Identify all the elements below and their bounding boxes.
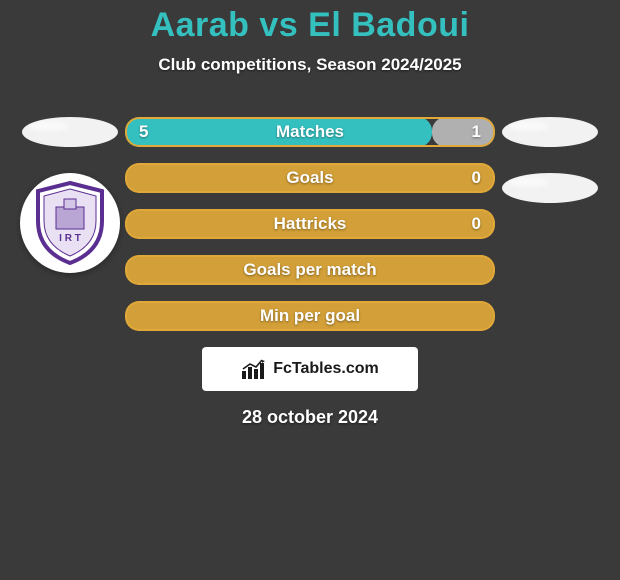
stat-value-left: 5 <box>139 122 148 142</box>
stat-bar: Hattricks0 <box>125 209 495 239</box>
brand-box: FcTables.com <box>202 347 418 391</box>
stat-value-right: 0 <box>472 168 481 188</box>
stat-bar: Goals per match <box>125 255 495 285</box>
stat-row: Goals per match <box>0 255 620 285</box>
date-text: 28 october 2024 <box>0 407 620 428</box>
stats-area: I R T Matches51Goals0Hattricks0Goals per… <box>0 117 620 331</box>
stat-bar: Matches5 1 <box>125 117 495 147</box>
stat-label: Goals <box>125 168 495 188</box>
stat-row: Hattricks0 <box>0 209 620 239</box>
stat-row: Goals0 <box>0 163 620 193</box>
stat-value-right: 0 <box>472 214 481 234</box>
subtitle: Club competitions, Season 2024/2025 <box>0 55 620 75</box>
chart-icon <box>241 359 267 379</box>
stat-label: Hattricks <box>125 214 495 234</box>
stat-value-right: 1 <box>472 122 481 142</box>
page-title: Aarab vs El Badoui <box>0 6 620 45</box>
stat-label: Matches <box>125 122 495 142</box>
stat-row: Matches5 1 <box>0 117 620 147</box>
comparison-card: Aarab vs El Badoui Club competitions, Se… <box>0 0 620 580</box>
stat-row: Min per goal <box>0 301 620 331</box>
stat-bar: Min per goal <box>125 301 495 331</box>
brand-text: FcTables.com <box>273 360 379 378</box>
stat-label: Goals per match <box>125 260 495 280</box>
stat-label: Min per goal <box>125 306 495 326</box>
stat-bar: Goals0 <box>125 163 495 193</box>
